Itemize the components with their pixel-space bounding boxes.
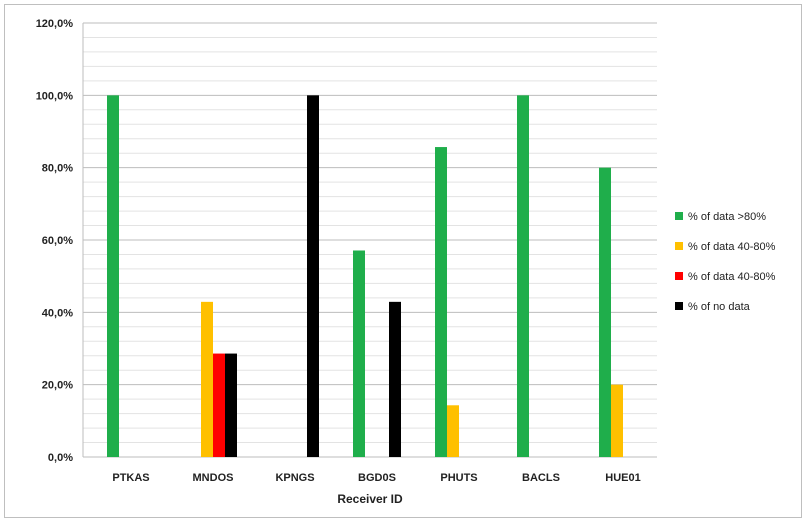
- bar-mndos-series-2: [213, 353, 225, 457]
- bar-hue01-series-0: [599, 167, 611, 457]
- bar-bgd0s-series-3: [389, 301, 401, 457]
- y-tick-label: 0,0%: [48, 452, 73, 464]
- legend-swatch: [675, 242, 683, 250]
- x-tick-label: BACLS: [522, 472, 560, 484]
- bar-phuts-series-0: [435, 147, 447, 457]
- legend-swatch: [675, 212, 683, 220]
- bar-bacls-series-0: [517, 95, 529, 457]
- bar-chart: 0,0% 20,0% 40,0% 60,0% 80,0% 100,0% 120,0% PTK…: [36, 18, 776, 506]
- x-tick-label: KPNGS: [275, 472, 314, 484]
- bar-phuts-series-1: [447, 405, 459, 457]
- bar-mndos-series-3: [225, 353, 237, 457]
- legend-swatch: [675, 302, 683, 310]
- gridlines: [82, 22, 657, 458]
- bars: [107, 95, 623, 457]
- y-tick-label: 20,0%: [42, 380, 73, 392]
- legend-label: % of no data: [688, 301, 751, 313]
- y-tick-label: 60,0%: [42, 235, 73, 247]
- legend: % of data >80% % of data 40-80% % of data …: [675, 211, 776, 313]
- legend-label: % of data 40-80%: [688, 271, 776, 283]
- legend-label: % of data 40-80%: [688, 241, 776, 253]
- y-tick-label: 40,0%: [42, 307, 73, 319]
- x-axis-ticks: PTKAS MNDOS KPNGS BGD0S PHUTS BACLS HUE01: [112, 472, 640, 484]
- bar-kpngs-series-3: [307, 95, 319, 457]
- bar-mndos-series-1: [201, 301, 213, 457]
- x-tick-label: HUE01: [605, 472, 640, 484]
- y-tick-label: 100,0%: [36, 90, 74, 102]
- bar-bgd0s-series-0: [353, 250, 365, 457]
- x-tick-label: MNDOS: [193, 472, 234, 484]
- bar-hue01-series-1: [611, 384, 623, 457]
- x-axis-title: Receiver ID: [337, 492, 403, 506]
- x-tick-label: PTKAS: [112, 472, 149, 484]
- y-tick-label: 80,0%: [42, 163, 73, 175]
- legend-label: % of data >80%: [688, 211, 766, 223]
- x-tick-label: PHUTS: [440, 472, 477, 484]
- legend-swatch: [675, 272, 683, 280]
- y-axis-ticks: 0,0% 20,0% 40,0% 60,0% 80,0% 100,0% 120,0%: [36, 18, 74, 464]
- x-tick-label: BGD0S: [358, 472, 396, 484]
- chart-frame: 0,0% 20,0% 40,0% 60,0% 80,0% 100,0% 120,0% PTK…: [4, 4, 802, 518]
- bar-ptkas-series-0: [107, 95, 119, 457]
- y-tick-label: 120,0%: [36, 18, 74, 30]
